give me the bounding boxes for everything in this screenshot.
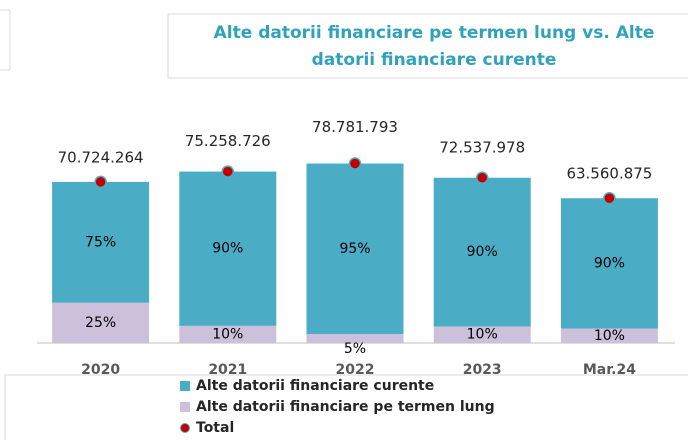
data-label: 75% bbox=[85, 234, 116, 250]
side-box bbox=[0, 9, 11, 71]
legend-box bbox=[4, 374, 688, 444]
bar-segment bbox=[560, 198, 658, 329]
bar-segment bbox=[179, 325, 277, 343]
total-marker bbox=[221, 165, 235, 178]
data-label: 25% bbox=[85, 315, 116, 331]
total-label: 70.724.264 bbox=[58, 148, 144, 166]
bar-segment bbox=[560, 328, 658, 343]
data-label: 10% bbox=[594, 328, 625, 344]
total-marker bbox=[348, 157, 362, 170]
bar-segment bbox=[433, 326, 531, 343]
data-label: 5% bbox=[344, 341, 366, 357]
x-tick-label: 2022 bbox=[336, 362, 375, 378]
chart-title: Alte datorii financiare pe termen lung v… bbox=[214, 23, 655, 43]
bar-segment bbox=[52, 181, 150, 303]
legend-label: Alte datorii financiare curente bbox=[196, 378, 434, 394]
bar-segment bbox=[433, 177, 531, 327]
x-tick-label: 2020 bbox=[81, 362, 120, 378]
data-label: 90% bbox=[594, 255, 625, 271]
total-marker bbox=[603, 191, 616, 205]
legend-label: Total bbox=[196, 420, 234, 436]
legend-swatch bbox=[180, 423, 190, 433]
legend-swatch bbox=[180, 381, 190, 391]
bar-segment bbox=[179, 171, 277, 326]
bar-segment bbox=[52, 302, 150, 343]
data-label: 90% bbox=[467, 244, 498, 260]
total-label: 72.537.978 bbox=[439, 138, 525, 156]
data-label: 10% bbox=[467, 327, 498, 343]
data-label: 10% bbox=[212, 326, 243, 342]
bar-segment bbox=[306, 163, 404, 335]
chart-title: datorii financiare curente bbox=[312, 50, 557, 70]
bar-segment bbox=[306, 334, 404, 343]
total-label: 75.258.726 bbox=[185, 132, 271, 150]
total-label: 63.560.875 bbox=[566, 165, 652, 183]
total-label: 78.781.793 bbox=[312, 118, 398, 136]
x-tick-label: Mar.24 bbox=[583, 362, 636, 378]
data-label: 95% bbox=[339, 241, 370, 257]
data-label: 90% bbox=[212, 241, 243, 257]
legend-swatch bbox=[180, 402, 190, 412]
title-box bbox=[167, 13, 688, 79]
total-marker bbox=[94, 175, 107, 189]
total-marker bbox=[475, 171, 489, 185]
legend-label: Alte datorii financiare pe termen lung bbox=[196, 399, 495, 415]
x-tick-label: 2023 bbox=[463, 362, 502, 378]
x-tick-label: 2021 bbox=[208, 362, 247, 378]
